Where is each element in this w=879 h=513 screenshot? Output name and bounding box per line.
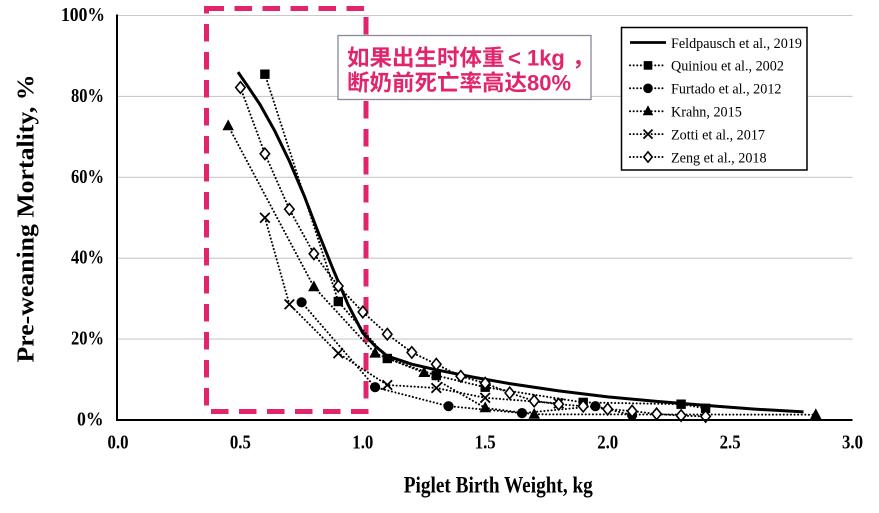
svg-text:Zeng et al., 2018: Zeng et al., 2018 <box>671 149 767 166</box>
svg-text:0.5: 0.5 <box>230 432 251 454</box>
svg-text:3.0: 3.0 <box>842 432 863 454</box>
svg-text:20%: 20% <box>71 328 104 350</box>
svg-text:Quiniou et al., 2002: Quiniou et al., 2002 <box>671 58 784 75</box>
svg-text:0%: 0% <box>77 409 104 431</box>
svg-text:80%: 80% <box>71 85 104 107</box>
svg-text:Zotti et al., 2017: Zotti et al., 2017 <box>671 126 765 143</box>
svg-text:40%: 40% <box>71 247 104 269</box>
svg-text:1.0: 1.0 <box>352 432 373 454</box>
svg-text:100%: 100% <box>61 4 105 26</box>
svg-text:Krahn, 2015: Krahn, 2015 <box>671 104 742 121</box>
svg-text:2.5: 2.5 <box>720 432 741 454</box>
svg-text:1.5: 1.5 <box>475 432 496 454</box>
svg-text:Feldpausch et al., 2019: Feldpausch et al., 2019 <box>671 35 802 52</box>
svg-text:Piglet Birth Weight, kg: Piglet Birth Weight, kg <box>404 472 593 497</box>
svg-text:< 1kg: < 1kg <box>508 46 565 71</box>
svg-text:Pre-weaning Mortality, %: Pre-weaning Mortality, % <box>14 75 40 363</box>
svg-text:80%: 80% <box>527 71 571 96</box>
svg-text:2.0: 2.0 <box>597 432 618 454</box>
svg-text:Furtado et al., 2012: Furtado et al., 2012 <box>671 81 782 98</box>
svg-text:0.0: 0.0 <box>108 432 129 454</box>
svg-text:60%: 60% <box>71 166 104 188</box>
